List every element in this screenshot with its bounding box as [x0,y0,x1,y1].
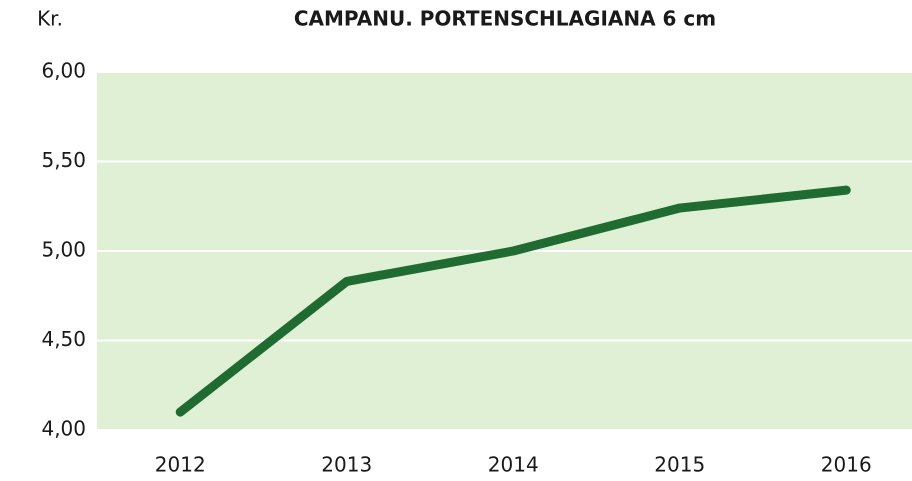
x-tick-label: 2016 [821,453,872,477]
chart-title: CAMPANU. PORTENSCHLAGIANA 6 cm [294,7,716,31]
y-tick-label: 4,00 [41,417,86,441]
y-tick-label: 5,50 [41,148,86,172]
y-tick-label: 5,00 [41,238,86,262]
y-tick-label: 4,50 [41,327,86,351]
x-tick-label: 2013 [321,453,372,477]
x-tick-label: 2014 [488,453,539,477]
y-axis-label: Kr. [37,7,63,31]
line-series [175,185,851,417]
x-tick-label: 2015 [654,453,705,477]
y-tick-label: 6,00 [41,59,86,83]
x-tick-label: 2012 [155,453,206,477]
